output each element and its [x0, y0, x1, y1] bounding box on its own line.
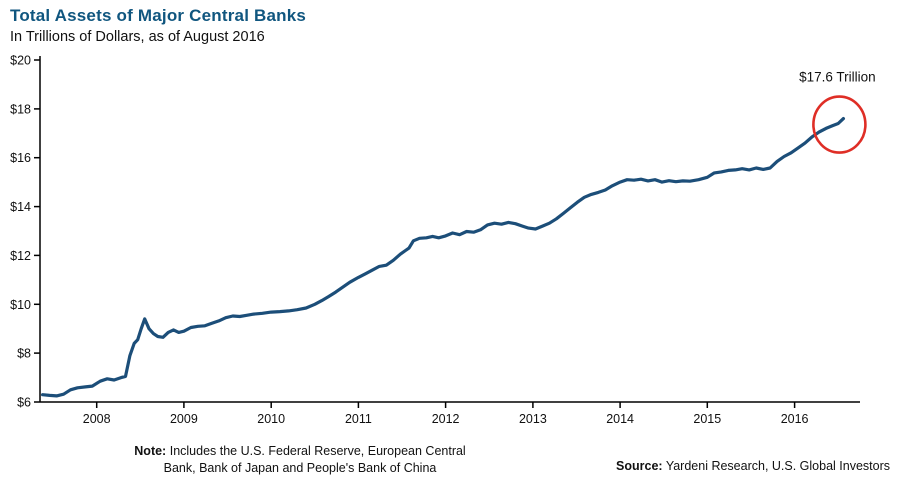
- x-tick-label: 2014: [606, 412, 634, 425]
- y-tick-label: $16: [10, 151, 31, 165]
- chart-note-line1: Note: Includes the U.S. Federal Reserve,…: [105, 443, 495, 460]
- x-tick-label: 2016: [781, 412, 809, 425]
- y-tick-label: $18: [10, 102, 31, 116]
- y-tick-label: $6: [17, 396, 31, 410]
- x-tick-label: 2008: [83, 412, 111, 425]
- series-line: [40, 116, 846, 398]
- x-tick-label: 2010: [257, 412, 285, 425]
- chart-title: Total Assets of Major Central Banks: [10, 6, 307, 25]
- source-label: Source:: [616, 459, 663, 473]
- note-label: Note:: [134, 444, 167, 458]
- line-chart: $6 $8 $10 $12 $14 $16 $18 $20 2008 2009 2010 2011 20…: [10, 54, 876, 426]
- x-tick-label: 2009: [170, 412, 198, 425]
- y-tick-label: $10: [10, 298, 31, 312]
- chart-note-line2: Bank, Bank of Japan and People's Bank of…: [105, 460, 495, 477]
- x-tick-label: 2012: [432, 412, 460, 425]
- chart-subtitle: In Trillions of Dollars, as of August 20…: [10, 29, 265, 45]
- note-text-2: Bank, Bank of Japan and People's Bank of…: [163, 460, 437, 475]
- y-tick-label: $20: [10, 54, 31, 68]
- chart-source: Source: Yardeni Research, U.S. Global In…: [616, 459, 890, 473]
- y-tick-label: $12: [10, 249, 31, 263]
- note-text-1: Includes the U.S. Federal Reserve, Europ…: [169, 444, 466, 458]
- axes: [34, 56, 860, 408]
- source-text: Yardeni Research, U.S. Global Investors: [665, 459, 890, 473]
- chart-note: Note: Includes the U.S. Federal Reserve,…: [105, 443, 495, 476]
- y-tick-label: $14: [10, 200, 31, 214]
- x-tick-label: 2015: [693, 412, 721, 425]
- y-tick-label: $8: [17, 347, 31, 361]
- x-tick-label: 2011: [345, 412, 372, 425]
- x-tick-label: 2013: [519, 412, 547, 425]
- annotation-circle: [812, 95, 867, 154]
- annotation-label: $17.6 Trillion: [799, 70, 876, 85]
